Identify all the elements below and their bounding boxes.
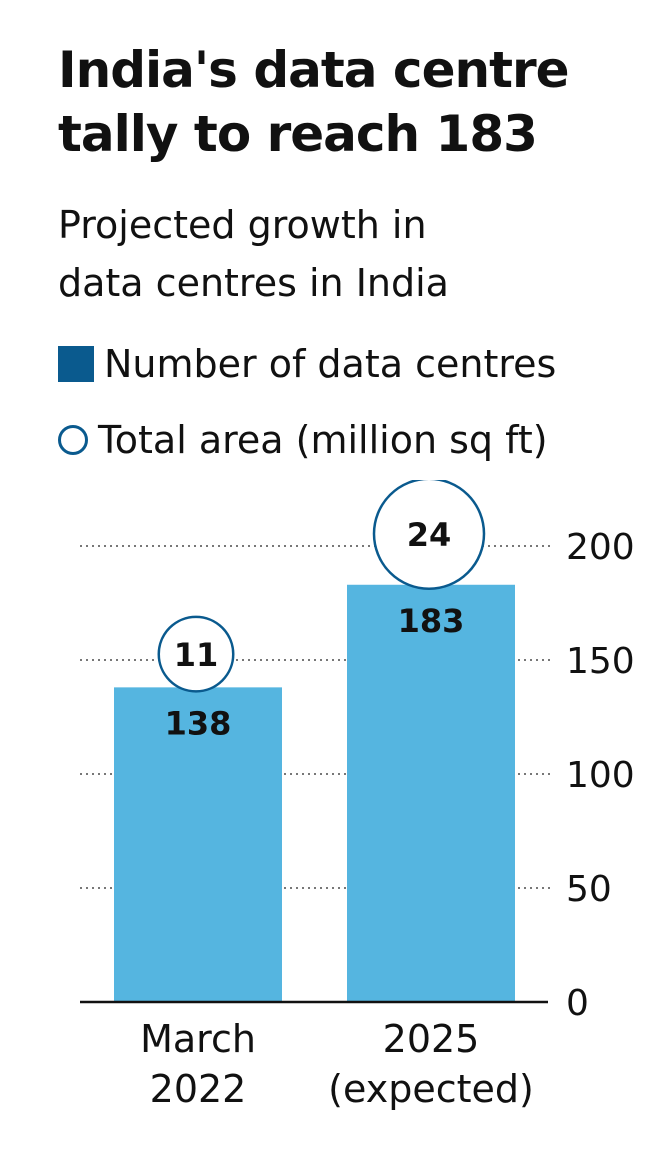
area-circle-1 [372,480,486,590]
chart-title: India's data centre tally to reach 183 [58,38,648,166]
y-tick-label-0: 0 [566,983,589,1024]
legend-item-area: Total area (million sq ft) [58,410,548,470]
y-tick-label-200: 200 [566,527,635,568]
chart-title-line-1: India's data centre [58,41,570,99]
bar-1 [347,584,515,1002]
chart-title-line-2: tally to reach 183 [58,105,538,163]
chart-subtitle-line-1: Projected growth in [58,203,427,247]
legend-circle-icon [58,425,88,455]
area-value-label-1: 24 [407,516,452,554]
area-value-label-0: 11 [174,636,219,674]
legend-item-count: Number of data centres [58,334,556,394]
y-tick-label-100: 100 [566,755,635,796]
y-tick-label-50: 50 [566,869,612,910]
x-category-label-1-0: 2025 [383,1017,480,1061]
area-circle-0 [157,615,235,693]
bar-0 [114,687,282,1002]
bar-value-label-1: 183 [398,602,465,640]
legend-label-area: Total area (million sq ft) [98,418,548,462]
legend-square-icon [58,346,94,382]
chart-subtitle-line-2: data centres in India [58,261,449,305]
y-tick-label-150: 150 [566,641,635,682]
bar-value-label-0: 138 [165,704,232,742]
x-category-label-0-0: March [140,1017,256,1061]
x-category-label-0-1: 2022 [150,1067,247,1111]
x-category-label-1-1: (expected) [328,1067,534,1111]
chart-subtitle: Projected growth in data centres in Indi… [58,196,648,312]
bar-chart: 0 50 100 150 200 138 183 11 24 March 2022 2025 (expe… [80,480,635,1111]
legend-label-count: Number of data centres [104,342,557,386]
